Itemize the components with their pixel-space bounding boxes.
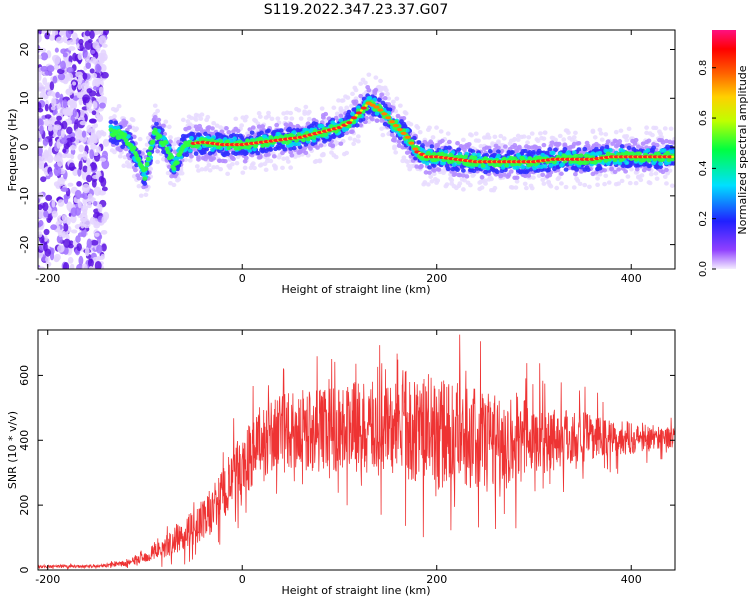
spectrogram-y-tick-label: -20 [18, 236, 31, 254]
colorbar-label: Normalized spectral amplitude [736, 65, 749, 234]
spectrogram-x-label: Height of straight line (km) [281, 283, 430, 296]
spectrogram-y-tick-label: -10 [18, 187, 31, 205]
snr-y-tick-label: 0 [18, 567, 31, 574]
spectrogram-x-tick-label: 200 [426, 272, 447, 285]
colorbar-ticks: 0.0 0.2 0.4 0.6 0.8 [698, 60, 716, 277]
spectrogram-ticks: -200 0 200 400 -20 -10 0 10 20 [18, 30, 675, 285]
spectrogram-x-tick-label: 400 [621, 272, 642, 285]
snr-ticks: -200 0 200 400 0 200 400 600 [18, 330, 675, 586]
snr-series-line [37, 334, 676, 570]
colorbar: 0.0 0.2 0.4 0.6 0.8 Normalized spectral ampl… [698, 30, 749, 277]
snr-x-tick-label: 400 [621, 573, 642, 586]
snr-y-label: SNR (10 * v/v) [6, 411, 19, 489]
snr-frame [37, 329, 676, 571]
snr-y-tick-label: 400 [18, 430, 31, 451]
spectrogram-x-tick-label: 0 [239, 272, 246, 285]
colorbar-gradient [712, 30, 736, 269]
spectrogram-frame [37, 29, 676, 270]
spectrogram-panel: -200 0 200 400 -20 -10 0 10 20 Height of straigh… [6, 29, 676, 296]
figure-title: S119.2022.347.23.37.G07 [264, 2, 449, 18]
spectrogram-y-tick-label: 20 [18, 43, 31, 57]
snr-x-label: Height of straight line (km) [281, 584, 430, 597]
snr-y-tick-label: 200 [18, 495, 31, 516]
snr-x-tick-label: 200 [426, 573, 447, 586]
colorbar-tick-label: 0.8 [698, 60, 709, 76]
snr-x-tick-label: -200 [35, 573, 60, 586]
spectrogram-y-label: Frequency (Hz) [6, 109, 19, 192]
snr-y-tick-label: 600 [18, 365, 31, 386]
colorbar-tick-label: 0.0 [698, 261, 709, 277]
spectrogram-y-tick-label: 0 [18, 144, 31, 151]
colorbar-tick-label: 0.6 [698, 110, 709, 126]
colorbar-tick-label: 0.2 [698, 211, 709, 227]
colorbar-tick-label: 0.4 [698, 160, 709, 176]
snr-panel: -200 0 200 400 0 200 400 600 Height of straight… [6, 329, 676, 597]
snr-x-tick-label: 0 [239, 573, 246, 586]
spectrogram-heat [38, 30, 675, 269]
spectrogram-y-tick-label: 10 [18, 91, 31, 105]
spectrogram-x-tick-label: -200 [35, 272, 60, 285]
